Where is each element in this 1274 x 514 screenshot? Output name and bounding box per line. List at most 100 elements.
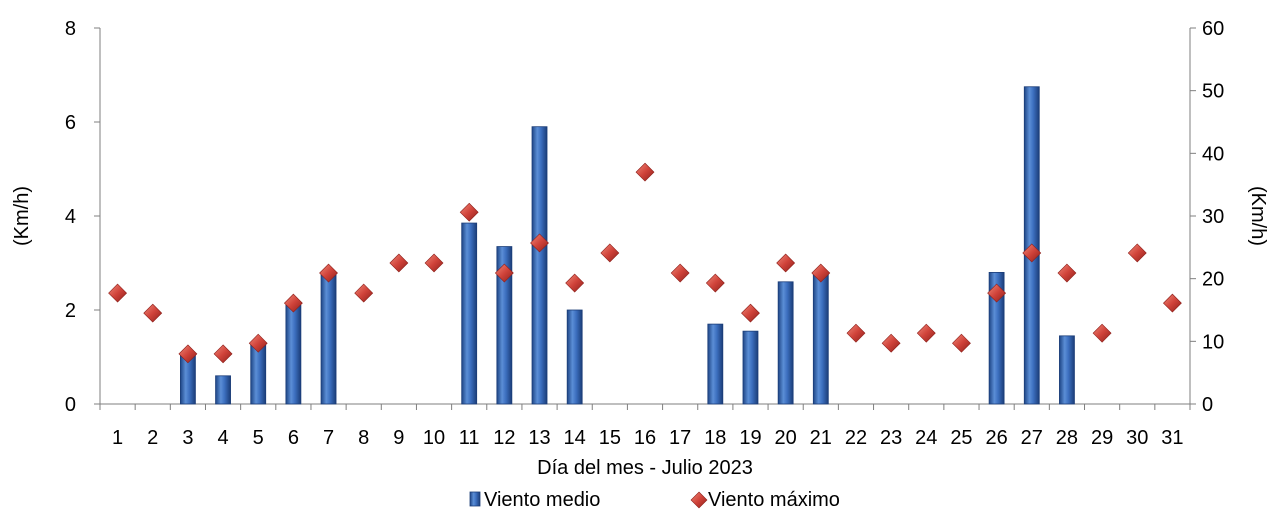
marker-viento-maximo [952,333,971,353]
marker-viento-maximo [530,233,549,253]
x-tick-label: 20 [775,427,797,449]
x-axis-title: Día del mes - Julio 2023 [537,457,753,479]
bar-viento-medio [285,304,302,405]
marker-viento-maximo [319,263,338,283]
y-right-tick-label: 60 [1202,18,1224,40]
marker-viento-maximo [1092,323,1112,343]
x-tick-label: 17 [669,427,691,449]
bars-group [180,86,1075,405]
y-left-tick-label: 0 [65,394,76,416]
marker-viento-maximo [670,263,690,283]
y-right-tick-label: 0 [1202,394,1213,416]
bar-viento-medio [707,323,724,405]
markers-group [108,162,1182,364]
x-tick-label: 31 [1161,427,1183,449]
x-tick-label: 26 [985,427,1007,449]
marker-viento-maximo [389,253,409,273]
bar-viento-medio [496,246,513,405]
y-axis-right-title: (Km/h) [1247,186,1269,246]
bar-viento-medio [1059,335,1075,405]
marker-viento-maximo [283,293,303,313]
x-tick-label: 27 [1021,427,1043,449]
x-tick-label: 3 [182,427,193,449]
legend-label-viento-medio: Viento medio [484,489,600,511]
y-right-tick-label: 50 [1202,81,1224,103]
marker-viento-maximo [108,283,128,303]
y-axis-left-title: (Km/h) [11,186,33,246]
y-left-tick-label: 4 [65,206,76,228]
marker-viento-maximo [846,323,866,343]
x-tick-label: 30 [1126,427,1148,449]
marker-viento-maximo [811,263,831,283]
marker-viento-maximo [1162,293,1182,313]
bar-viento-medio [812,271,829,405]
x-tick-label: 25 [950,427,972,449]
legend: Viento medio Viento máximo [469,489,840,511]
bar-viento-medio [215,375,231,405]
y-right-tick-label: 10 [1202,331,1224,353]
marker-viento-maximo [741,303,760,323]
bar-viento-medio [566,309,583,405]
y-left-tick-label: 2 [65,300,76,322]
x-tick-label: 8 [358,427,369,449]
marker-viento-maximo [178,344,198,364]
marker-viento-maximo [565,273,585,293]
x-tick-label: 19 [739,427,761,449]
x-tick-label: 16 [634,427,656,449]
marker-viento-maximo [635,162,655,182]
bar-viento-medio [742,330,759,405]
x-tick-label: 23 [880,427,902,449]
marker-viento-maximo [987,283,1007,303]
x-tick-label: 15 [599,427,621,449]
marker-viento-maximo [424,253,444,273]
x-tick-label: 24 [915,427,937,449]
bar-viento-medio [320,274,337,405]
marker-viento-maximo [600,243,620,263]
marker-viento-maximo [916,323,936,343]
marker-viento-maximo [881,333,901,353]
marker-viento-maximo [459,202,479,222]
x-tick-label: 12 [493,427,515,449]
y-left-tick-label: 6 [65,112,76,134]
x-tick-label: 29 [1091,427,1113,449]
marker-viento-maximo [494,263,514,283]
legend-swatch-viento-maximo [690,491,708,509]
x-tick-label: 11 [459,427,480,449]
bar-viento-medio [461,222,478,405]
marker-viento-maximo [213,344,233,364]
bar-viento-medio [531,126,548,405]
bar-viento-medio [777,281,794,405]
legend-swatch-viento-medio [469,491,481,507]
x-tick-label: 28 [1056,427,1078,449]
x-tick-label: 14 [564,427,586,449]
y-left-tick-label: 8 [65,18,76,40]
legend-label-viento-maximo: Viento máximo [708,489,840,511]
y-right-tick-label: 30 [1202,206,1224,228]
marker-viento-maximo [705,273,725,293]
x-tick-label: 22 [845,427,867,449]
x-tick-label: 10 [423,427,445,449]
x-tick-label: 7 [323,427,334,449]
x-tick-label: 5 [253,427,264,449]
x-tick-label: 9 [393,427,404,449]
x-tick-label: 6 [288,427,299,449]
marker-viento-maximo [1127,243,1147,263]
marker-viento-maximo [354,283,374,303]
marker-viento-maximo [1057,263,1077,283]
x-tick-label: 1 [112,427,123,449]
marker-viento-maximo [1022,243,1042,263]
marker-viento-maximo [776,253,796,273]
x-tick-label: 13 [528,427,550,449]
bar-viento-medio [988,271,1005,405]
marker-viento-maximo [248,333,268,353]
axes-group [94,27,1196,410]
y-right-tick-label: 40 [1202,143,1224,165]
marker-viento-maximo [143,303,163,323]
y-right-tick-label: 20 [1202,269,1224,291]
x-tick-label: 2 [147,427,158,449]
x-tick-label: 21 [810,427,832,449]
x-tick-label: 18 [704,427,726,449]
x-tick-label: 4 [218,427,229,449]
